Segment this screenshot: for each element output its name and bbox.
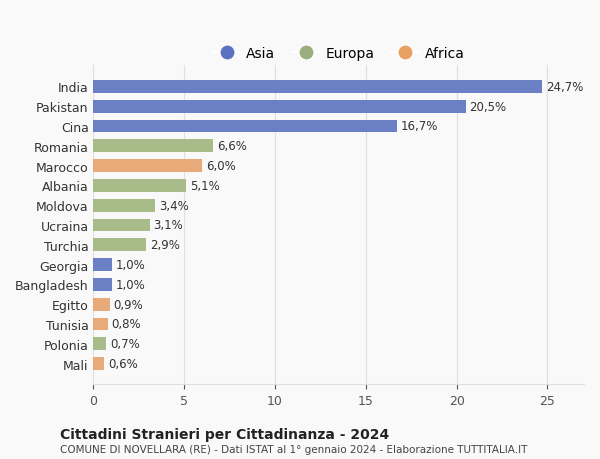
Text: 5,1%: 5,1%	[190, 179, 220, 192]
Text: 0,8%: 0,8%	[112, 318, 141, 331]
Bar	[94, 278, 112, 291]
Text: 3,1%: 3,1%	[154, 219, 183, 232]
Text: 16,7%: 16,7%	[400, 120, 438, 133]
Bar	[94, 318, 108, 330]
Bar	[94, 219, 150, 232]
Bar	[94, 358, 104, 370]
Text: COMUNE DI NOVELLARA (RE) - Dati ISTAT al 1° gennaio 2024 - Elaborazione TUTTITAL: COMUNE DI NOVELLARA (RE) - Dati ISTAT al…	[60, 444, 527, 454]
Text: 20,5%: 20,5%	[469, 101, 506, 113]
Text: 1,0%: 1,0%	[115, 258, 145, 271]
Bar	[94, 120, 397, 133]
Bar	[94, 239, 146, 252]
Bar	[94, 258, 112, 271]
Text: 0,6%: 0,6%	[108, 357, 138, 370]
Bar	[94, 81, 542, 94]
Text: 1,0%: 1,0%	[115, 278, 145, 291]
Text: 24,7%: 24,7%	[545, 81, 583, 94]
Text: 6,6%: 6,6%	[217, 140, 247, 153]
Text: 0,7%: 0,7%	[110, 337, 140, 351]
Text: 2,9%: 2,9%	[150, 239, 179, 252]
Text: 6,0%: 6,0%	[206, 160, 236, 173]
Bar	[94, 337, 106, 350]
Text: Cittadini Stranieri per Cittadinanza - 2024: Cittadini Stranieri per Cittadinanza - 2…	[60, 427, 389, 441]
Bar	[94, 179, 186, 192]
Bar	[94, 298, 110, 311]
Legend: Asia, Europa, Africa: Asia, Europa, Africa	[208, 41, 470, 67]
Bar	[94, 101, 466, 113]
Bar	[94, 140, 214, 153]
Bar	[94, 160, 202, 173]
Text: 3,4%: 3,4%	[159, 199, 188, 212]
Bar	[94, 199, 155, 212]
Text: 0,9%: 0,9%	[113, 298, 143, 311]
